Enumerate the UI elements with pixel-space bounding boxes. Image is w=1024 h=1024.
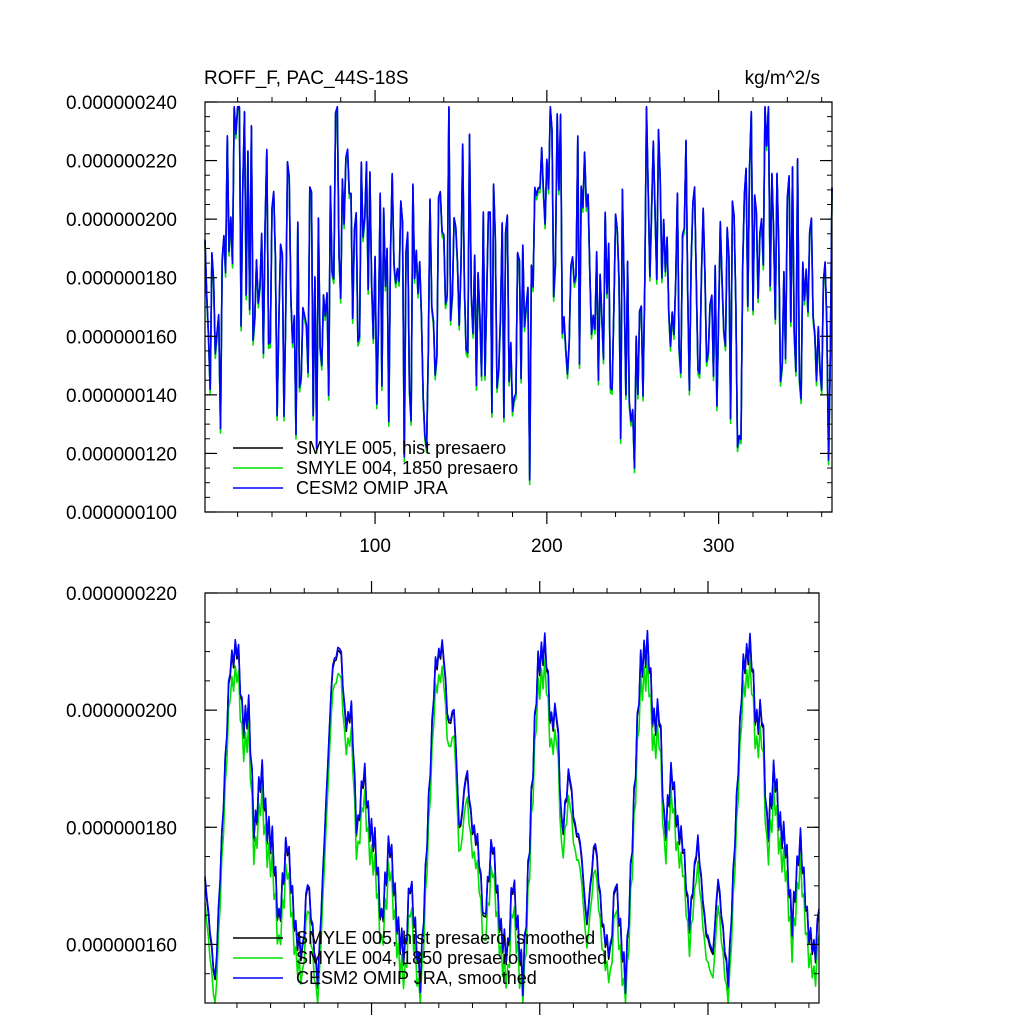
top-ytick-label: 0.000000140 [66, 386, 177, 407]
top-xtick-label: 200 [531, 536, 563, 557]
top-ytick-label: 0.000000200 [66, 210, 177, 231]
bottom-panel-series [204, 629, 820, 1004]
top-xtick-label: 300 [703, 536, 735, 557]
bottom-panel-legend: SMYLE 005, hist presaero, smoothedSMYLE … [233, 928, 607, 988]
top-panel: ROFF_F, PAC_44S-18S kg/m^2/s 0.000000100… [66, 68, 833, 557]
bottom-ytick-label: 0.000000220 [66, 584, 177, 605]
bottom-legend-label: CESM2 OMIP JRA, smoothed [296, 968, 537, 988]
top-ytick-label: 0.000000220 [66, 152, 177, 173]
bottom-series-line-2 [204, 656, 820, 1004]
top-xtick-label: 100 [359, 536, 391, 557]
bottom-ytick-label: 0.000000200 [66, 701, 177, 722]
bottom-legend-label: SMYLE 005, hist presaero, smoothed [296, 928, 595, 948]
top-panel-series [204, 105, 833, 486]
bottom-ytick-label: 0.000000180 [66, 818, 177, 839]
top-ytick-label: 0.000000100 [66, 503, 177, 524]
bottom-panel: 0.000000160 0.000000180 0.000000200 0.00000… [66, 581, 820, 1015]
top-ytick-label: 0.000000120 [66, 444, 177, 465]
top-ytick-label: 0.000000240 [66, 93, 177, 114]
top-ytick-label: 0.000000160 [66, 327, 177, 348]
bottom-series-line-3 [204, 629, 820, 997]
top-series-line-3 [204, 105, 833, 481]
bottom-ytick-label: 0.000000160 [66, 935, 177, 956]
top-panel-units: kg/m^2/s [745, 68, 820, 89]
top-panel-title: ROFF_F, PAC_44S-18S [204, 68, 409, 89]
top-legend-label: SMYLE 004, 1850 presaero [296, 458, 518, 478]
top-legend-label: CESM2 OMIP JRA [296, 478, 448, 498]
top-ytick-label: 0.000000180 [66, 269, 177, 290]
bottom-legend-label: SMYLE 004, 1850 presaero, smoothed [296, 948, 607, 968]
top-legend-label: SMYLE 005, hist presaero [296, 438, 506, 458]
